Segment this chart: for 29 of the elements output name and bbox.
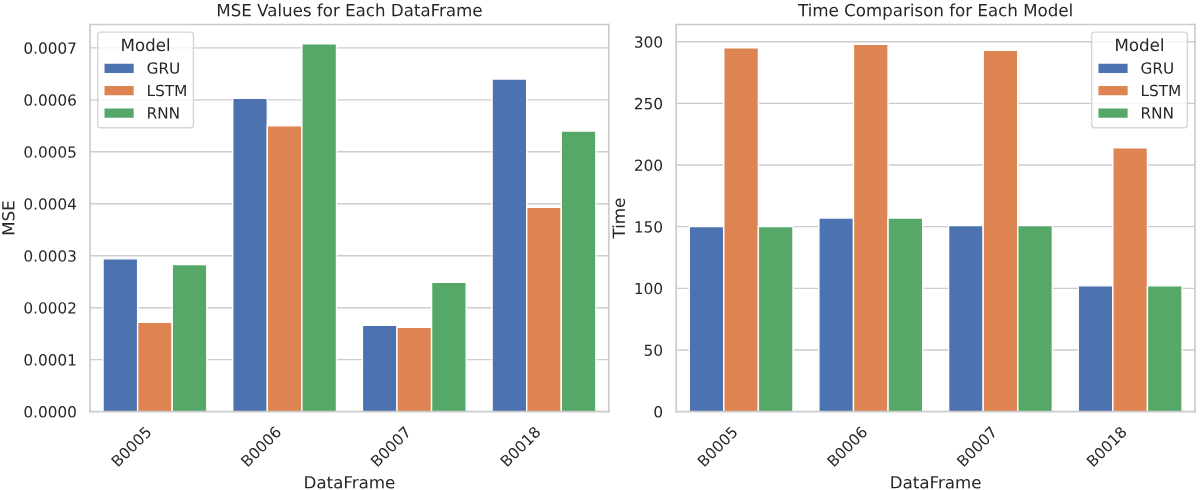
y-tick-label: 0.0005 — [24, 146, 76, 158]
y-tick-label: 0.0000 — [24, 406, 76, 418]
y-tick-label: 0.0004 — [24, 198, 77, 210]
x-axis-title: DataFrame — [305, 476, 395, 489]
y-tick-label: 200 — [635, 159, 663, 172]
legend-label: RNN — [1142, 107, 1173, 119]
y-tick-label: 0.0006 — [24, 94, 76, 106]
y-tick-label: 300 — [635, 36, 663, 48]
legend-label: LSTM — [1142, 84, 1180, 97]
y-tick-label: 50 — [644, 344, 663, 356]
legend-label: LSTM — [148, 84, 186, 97]
y-tick-label: 100 — [635, 282, 663, 295]
legend-title: Model — [122, 38, 170, 52]
legend-label: RNN — [148, 107, 179, 119]
y-tick-label: 0.0007 — [24, 42, 76, 54]
y-tick-label: 0.0001 — [24, 354, 76, 366]
y-tick-label: 0 — [654, 406, 663, 418]
y-tick-label: 250 — [635, 97, 663, 110]
y-tick-label: 0.0003 — [24, 250, 76, 262]
y-tick-label: 150 — [635, 221, 663, 233]
chart-title: MSE Values for Each DataFrame — [217, 3, 482, 17]
y-tick-label: 0.0002 — [24, 302, 76, 314]
y-axis-title: Time — [612, 198, 626, 239]
legend-label: GRU — [147, 62, 179, 74]
legend-label: GRU — [1141, 62, 1173, 74]
chart-title: Time Comparison for Each Model — [797, 3, 1072, 20]
y-axis-title: MSE — [2, 201, 15, 235]
x-axis-title: DataFrame — [891, 476, 981, 489]
legend-title: Model — [1116, 38, 1163, 52]
